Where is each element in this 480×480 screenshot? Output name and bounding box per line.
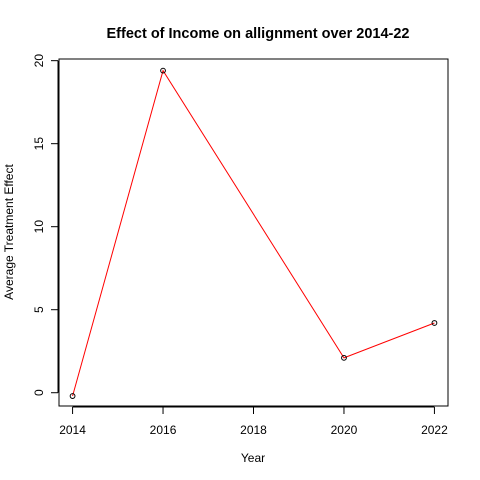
y-tick-label: 15 bbox=[32, 137, 46, 151]
x-tick-label: 2016 bbox=[150, 423, 177, 437]
x-tick-label: 2022 bbox=[421, 423, 448, 437]
data-point bbox=[69, 393, 76, 399]
x-axis: 2014 2016 2018 2020 2022 bbox=[59, 406, 448, 437]
y-axis: 0 5 10 15 20 bbox=[32, 54, 59, 396]
y-axis-label: Average Treatment Effect bbox=[2, 164, 16, 300]
y-tick-label: 5 bbox=[32, 306, 46, 313]
plot-frame bbox=[58, 58, 449, 407]
data-point bbox=[341, 354, 347, 361]
y-tick-label: 0 bbox=[32, 389, 46, 396]
x-tick-label: 2020 bbox=[331, 423, 358, 437]
x-axis-label: Year bbox=[241, 451, 265, 465]
data-point bbox=[431, 320, 438, 326]
y-tick-label: 10 bbox=[32, 220, 46, 234]
chart-title: Effect of Income on allignment over 2014… bbox=[107, 26, 410, 42]
data-point bbox=[160, 67, 166, 74]
y-tick-label: 20 bbox=[32, 54, 46, 68]
series-line bbox=[72, 69, 435, 397]
x-tick-label: 2018 bbox=[240, 423, 267, 437]
x-tick-label: 2014 bbox=[59, 423, 86, 437]
series-layer bbox=[69, 67, 438, 399]
